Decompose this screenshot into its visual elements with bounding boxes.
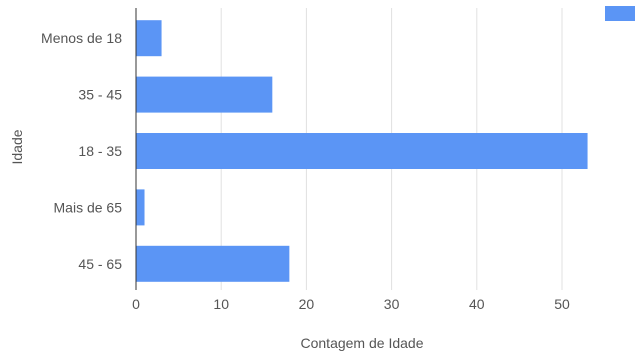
y-axis-title: Idade [9, 129, 25, 164]
category-label: 18 - 35 [78, 143, 122, 159]
legend-swatch [605, 6, 635, 21]
bar [136, 133, 588, 169]
x-tick-label: 40 [469, 296, 485, 312]
x-tick-label: 0 [132, 296, 140, 312]
category-label: Menos de 18 [41, 30, 122, 46]
bar [136, 76, 273, 113]
x-tick-label: 20 [299, 296, 315, 312]
x-tick-label: 50 [554, 296, 570, 312]
category-label: 35 - 45 [78, 87, 122, 103]
x-tick-label: 30 [384, 296, 400, 312]
x-axis-title: Contagem de Idade [301, 335, 424, 351]
category-label: Mais de 65 [54, 199, 123, 215]
bars [136, 20, 588, 282]
bar [136, 189, 145, 226]
category-label: 45 - 65 [78, 256, 122, 272]
bar [136, 20, 162, 57]
bar [136, 245, 290, 282]
tick-labels: 0 10 20 30 40 50 [132, 296, 570, 312]
x-tick-label: 10 [213, 296, 229, 312]
category-labels: Menos de 18 35 - 45 18 - 35 Mais de 65 45 - … [41, 30, 122, 272]
